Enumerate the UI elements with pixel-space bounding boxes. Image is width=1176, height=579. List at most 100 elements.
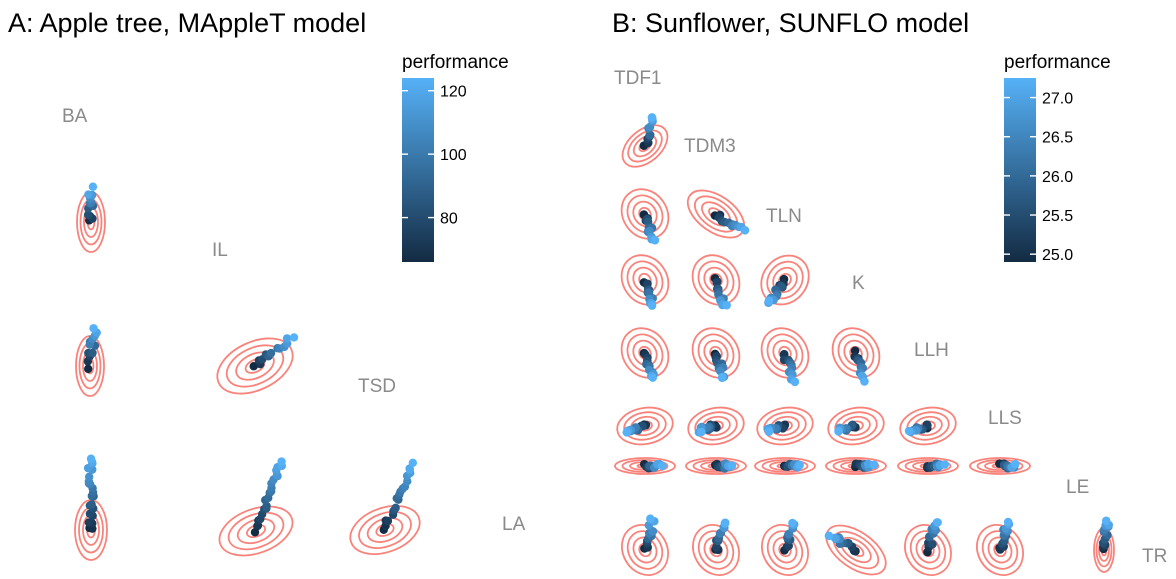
- density-contour: [218, 505, 294, 557]
- data-point: [645, 130, 655, 140]
- var-label-ba: BA: [62, 106, 88, 127]
- data-point: [824, 531, 834, 541]
- density-contour: [976, 524, 1024, 576]
- pair-cell: [691, 254, 741, 310]
- density-contour: [766, 530, 804, 570]
- var-label-k: K: [852, 273, 865, 294]
- data-point: [650, 235, 660, 245]
- pair-cell: [620, 327, 670, 382]
- pair-cell: [692, 518, 740, 576]
- data-point: [266, 348, 276, 358]
- density-contour: [915, 536, 941, 564]
- pair-cell: [827, 406, 885, 446]
- density-contour: [981, 530, 1019, 570]
- density-contour: [691, 327, 741, 379]
- density-contour: [969, 457, 1031, 475]
- pair-cell: [616, 406, 674, 446]
- data-point: [391, 503, 400, 513]
- pair-cell: [1093, 516, 1115, 573]
- panel-a-cells: [74, 182, 421, 561]
- density-contour: [825, 524, 887, 576]
- data-point: [622, 428, 632, 437]
- data-point: [647, 301, 657, 310]
- density-contour: [831, 327, 881, 379]
- data-point: [940, 460, 950, 469]
- data-point: [658, 461, 667, 471]
- data-point: [795, 460, 804, 470]
- density-contour: [621, 524, 669, 576]
- var-label-il: IL: [212, 240, 228, 261]
- density-contour: [703, 536, 729, 564]
- legend-tick-label: 25.0: [1042, 247, 1073, 264]
- data-point: [904, 426, 914, 436]
- panel-a-title: A: Apple tree, MAppleT model: [8, 8, 366, 38]
- pair-cell: [761, 518, 809, 576]
- data-point: [84, 190, 93, 199]
- legend-a: performance 120 100 80: [402, 52, 509, 262]
- density-contour: [614, 457, 676, 475]
- legend-tick-label: 26.0: [1042, 169, 1073, 186]
- pair-cell: [349, 458, 421, 555]
- pair-cell: [904, 518, 952, 576]
- density-contour: [766, 333, 804, 373]
- density-contour: [772, 536, 798, 564]
- data-point: [860, 377, 869, 386]
- data-point: [89, 324, 98, 333]
- density-contour: [987, 536, 1013, 564]
- pair-cell: [756, 406, 814, 446]
- var-label-lls: LLS: [988, 408, 1022, 429]
- panel-b-title: B: Sunflower, SUNFLO model: [612, 8, 969, 38]
- data-point: [1101, 516, 1111, 526]
- data-point: [727, 461, 737, 470]
- legend-b-colorbar: [1004, 78, 1036, 262]
- data-point: [648, 373, 658, 382]
- pair-cell: [620, 188, 670, 245]
- legend-tick-label: 80: [440, 211, 458, 228]
- data-point: [88, 182, 98, 191]
- density-contour: [685, 457, 747, 475]
- density-contour: [760, 327, 810, 379]
- density-contour: [626, 194, 664, 234]
- data-point: [646, 514, 655, 524]
- legend-tick-label: 25.5: [1042, 208, 1073, 225]
- var-label-le: LE: [1066, 477, 1089, 498]
- legend-tick-label: 26.5: [1042, 130, 1073, 147]
- data-point: [249, 362, 258, 371]
- density-contour: [899, 406, 957, 446]
- density-contour: [627, 129, 663, 163]
- density-contour: [827, 406, 885, 446]
- data-point: [84, 472, 94, 482]
- data-point: [697, 427, 706, 437]
- pair-cell: [976, 517, 1024, 576]
- data-point: [720, 519, 730, 528]
- pair-cell: [831, 327, 881, 386]
- density-contour: [825, 457, 887, 475]
- density-contour: [697, 530, 735, 570]
- density-contour: [897, 457, 959, 475]
- pair-cell: [218, 457, 294, 557]
- density-contour: [626, 333, 664, 373]
- pair-cell: [216, 333, 299, 395]
- pair-cell: [74, 454, 108, 561]
- pair-cell: [75, 324, 105, 397]
- density-contour: [697, 333, 735, 373]
- density-contour: [235, 351, 275, 381]
- data-point: [383, 516, 393, 526]
- density-contour: [904, 459, 952, 473]
- density-contour: [761, 459, 809, 473]
- data-point: [718, 372, 727, 382]
- data-point: [277, 457, 286, 466]
- pair-cell: [691, 327, 741, 383]
- density-contour: [620, 188, 670, 240]
- panel-b: B: Sunflower, SUNFLO model TDF1 TDM3 TLN…: [612, 8, 1167, 576]
- density-contour: [632, 536, 658, 564]
- data-point: [869, 460, 879, 470]
- density-contour: [626, 530, 664, 570]
- density-contour: [227, 511, 285, 551]
- data-point: [740, 225, 750, 235]
- legend-a-colorbar: [402, 78, 434, 262]
- pair-cell: [969, 457, 1031, 475]
- data-point: [405, 465, 415, 474]
- legend-tick-label: 27.0: [1042, 91, 1073, 108]
